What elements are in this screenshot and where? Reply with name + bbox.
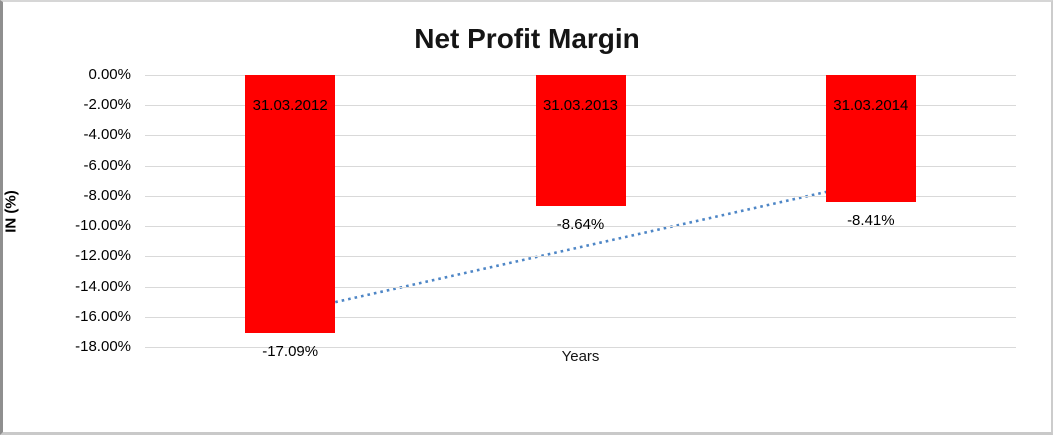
gridline: [145, 286, 1016, 288]
y-tick-label: -6.00%: [83, 156, 131, 174]
y-tick-label: -18.00%: [75, 338, 131, 355]
bar-category-label: 31.03.2013: [542, 97, 619, 114]
bar-category-label: 31.03.2012: [252, 97, 328, 114]
gridline: [145, 226, 1016, 228]
chart-title: Net Profit Margin: [414, 23, 640, 54]
bar-value-label: -8.64%: [556, 215, 605, 233]
y-axis-title: IN (%): [2, 190, 20, 233]
bar-31.03.2012: [245, 75, 336, 334]
bar-value-label: -17.09%: [262, 343, 319, 361]
gridline: [145, 256, 1016, 258]
gridline: [145, 316, 1016, 318]
x-axis-title: Years: [561, 348, 600, 365]
y-tick-label: -14.00%: [75, 277, 131, 295]
bar-31.03.2014: [825, 75, 916, 203]
y-tick-label: -16.00%: [75, 307, 131, 325]
y-tick-label: -10.00%: [75, 217, 131, 235]
bar-value-label: -8.41%: [847, 212, 895, 230]
y-tick-label: -4.00%: [83, 126, 131, 144]
y-tick-label: -12.00%: [75, 247, 131, 265]
y-tick-label: 0.00%: [88, 66, 131, 83]
bar-category-label: 31.03.2014: [833, 97, 909, 114]
gridline: [145, 347, 1016, 348]
y-tick-label: -2.00%: [83, 96, 131, 114]
y-tick-label: -8.00%: [83, 186, 131, 204]
bar-31.03.2013: [535, 75, 626, 206]
plot-area: 31.03.2012 -17.09% 31.03.2013 -8.64% 31.03.2…: [145, 75, 1016, 360]
